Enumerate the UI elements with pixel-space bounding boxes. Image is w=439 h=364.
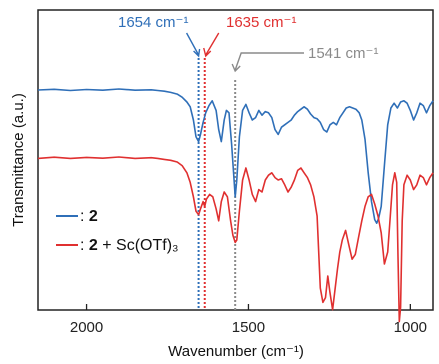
- x-tick-label-1500: 1500: [232, 319, 265, 336]
- x-tick-label-2000: 2000: [70, 319, 103, 336]
- series-line-2-sc-otf3: [37, 156, 434, 323]
- y-axis-title: Transmittance (a.u.): [10, 93, 27, 227]
- x-axis-ticks: [85, 304, 411, 310]
- annotation-arrows: [185, 32, 304, 73]
- arrow-1635: [203, 32, 220, 58]
- reference-lines: [197, 58, 237, 310]
- legend-label-sc-bold: 2: [89, 237, 98, 254]
- legend-label-2: : 2: [80, 208, 98, 225]
- arrow-1541: [231, 52, 304, 73]
- annotation-1635: 1635 cm⁻¹: [226, 14, 296, 31]
- annotation-1541: 1541 cm⁻¹: [308, 45, 378, 62]
- legend-label-2-prefix: :: [80, 208, 89, 225]
- legend: : 2 : 2 + Sc(OTf)₃: [56, 208, 179, 254]
- arrow-1654: [185, 32, 201, 58]
- legend-label-sc-suffix: + Sc(OTf)₃: [98, 237, 179, 254]
- x-axis-title: Wavenumber (cm⁻¹): [168, 343, 304, 360]
- series-line-2: [37, 88, 434, 224]
- legend-label-2-sc: : 2 + Sc(OTf)₃: [80, 237, 179, 254]
- x-tick-label-1000: 1000: [394, 319, 427, 336]
- series-group: [37, 88, 434, 323]
- legend-label-sc-prefix: :: [80, 237, 89, 254]
- annotation-1654: 1654 cm⁻¹: [118, 14, 188, 31]
- legend-label-2-bold: 2: [89, 208, 98, 225]
